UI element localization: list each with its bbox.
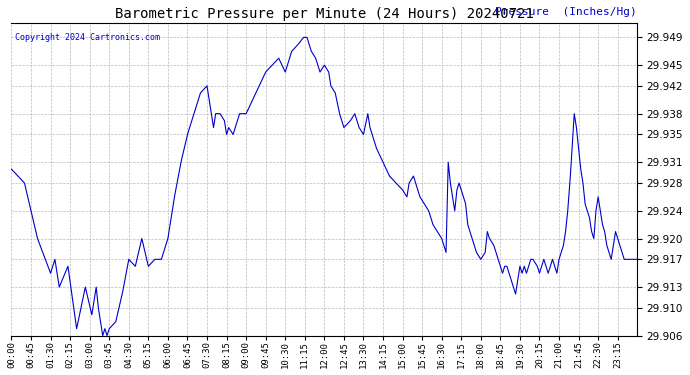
Text: Pressure  (Inches/Hg): Pressure (Inches/Hg) [495,7,637,17]
Title: Barometric Pressure per Minute (24 Hours) 20240721: Barometric Pressure per Minute (24 Hours… [115,7,533,21]
Text: Copyright 2024 Cartronics.com: Copyright 2024 Cartronics.com [14,33,159,42]
